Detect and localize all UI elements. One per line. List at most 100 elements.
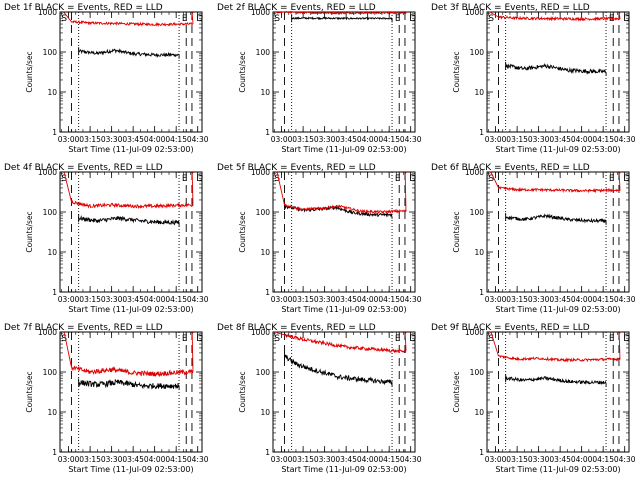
y-tick-label: 1 — [479, 448, 484, 457]
y-axis-label: Counts/sec — [238, 51, 247, 92]
x-tick-label: 04:15 — [378, 295, 400, 304]
x-tick-label: 03:00 — [271, 135, 293, 144]
y-tick-label: 1 — [52, 128, 57, 137]
events-series-line — [284, 204, 393, 219]
panel-title: Det 4f BLACK = Events, RED = LLD — [4, 163, 163, 173]
plot-frame — [272, 11, 416, 133]
det-panel-5: Det 5f BLACK = Events, RED = LLD 1 10 100 10… — [217, 163, 422, 314]
x-tick-label: 04:15 — [165, 455, 187, 464]
x-tick-label: 04:00 — [357, 135, 379, 144]
x-tick-label: 03:00 — [271, 455, 293, 464]
marker-s: S — [488, 14, 494, 24]
y-tick-label: 100 — [256, 208, 271, 217]
y-tick-label: 10 — [474, 248, 484, 257]
y-axis-label: Counts/sec — [238, 211, 247, 252]
lld-series-line — [275, 10, 407, 15]
marker-e: E — [395, 174, 401, 184]
y-tick-label: 1 — [265, 448, 270, 457]
x-tick-label: 04:00 — [144, 135, 166, 144]
marker-d: D — [196, 174, 203, 184]
plot-frame — [272, 331, 416, 453]
x-tick-label: 03:00 — [485, 295, 507, 304]
y-tick-label: 100 — [256, 48, 271, 57]
x-tick-label: 04:30 — [187, 135, 209, 144]
x-tick-label: 04:00 — [571, 455, 593, 464]
lld-series-line — [62, 171, 194, 210]
y-tick-label: 1000 — [38, 328, 57, 337]
x-tick-label: 03:30 — [314, 135, 336, 144]
marker-s: S — [488, 334, 494, 344]
y-tick-label: 1000 — [251, 328, 270, 337]
panel-title: Det 9f BLACK = Events, RED = LLD — [431, 323, 590, 333]
x-axis-label: Start Time (11-Jul-09 02:53:00) — [68, 305, 193, 314]
marker-e: E — [609, 334, 615, 344]
marker-s: S — [61, 14, 67, 24]
x-axis-label: Start Time (11-Jul-09 02:53:00) — [495, 465, 620, 474]
y-axis-label: Counts/sec — [25, 211, 34, 252]
x-tick-label: 03:15 — [79, 295, 101, 304]
x-tick-label: 04:00 — [571, 135, 593, 144]
y-tick-label: 100 — [256, 368, 271, 377]
det-panel-2: Det 2f BLACK = Events, RED = LLD 1 10 100 10… — [217, 3, 422, 154]
x-tick-label: 03:15 — [292, 295, 314, 304]
x-tick-label: 03:30 — [101, 295, 123, 304]
x-tick-label: 03:15 — [506, 295, 528, 304]
y-tick-label: 1000 — [465, 8, 484, 17]
y-tick-label: 1 — [265, 128, 270, 137]
lld-series-line — [489, 171, 621, 194]
det-panel-4: Det 4f BLACK = Events, RED = LLD 1 10 100 10… — [4, 163, 209, 314]
x-tick-label: 03:15 — [292, 455, 314, 464]
y-tick-label: 10 — [260, 248, 270, 257]
marker-d: D — [623, 334, 630, 344]
marker-s: S — [274, 174, 280, 184]
x-tick-label: 03:00 — [58, 295, 80, 304]
x-axis-label: Start Time (11-Jul-09 02:53:00) — [281, 145, 406, 154]
marker-d: D — [196, 14, 203, 24]
x-tick-label: 03:45 — [122, 295, 144, 304]
marker-e: E — [395, 334, 401, 344]
y-axis-label: Counts/sec — [25, 371, 34, 412]
x-tick-label: 04:30 — [614, 135, 636, 144]
panel-title: Det 1f BLACK = Events, RED = LLD — [4, 3, 163, 13]
x-axis-label: Start Time (11-Jul-09 02:53:00) — [495, 145, 620, 154]
y-tick-label: 100 — [43, 368, 58, 377]
events-series-line — [78, 378, 180, 390]
marker-e: E — [182, 174, 188, 184]
x-tick-label: 03:15 — [506, 135, 528, 144]
det-panel-8: Det 8f BLACK = Events, RED = LLD 1 10 100 10… — [217, 323, 422, 474]
y-tick-label: 100 — [470, 48, 485, 57]
marker-s: S — [274, 14, 280, 24]
x-tick-label: 03:30 — [314, 455, 336, 464]
marker-d: D — [196, 334, 203, 344]
y-tick-label: 10 — [47, 88, 57, 97]
events-series-line — [78, 48, 180, 59]
y-tick-label: 1000 — [38, 8, 57, 17]
lld-series-line — [275, 171, 407, 215]
y-tick-label: 100 — [43, 208, 58, 217]
x-tick-label: 03:45 — [549, 455, 571, 464]
x-tick-label: 03:45 — [122, 455, 144, 464]
x-tick-label: 04:15 — [592, 455, 614, 464]
x-tick-label: 04:15 — [378, 135, 400, 144]
x-axis-label: Start Time (11-Jul-09 02:53:00) — [68, 145, 193, 154]
y-tick-label: 10 — [47, 408, 57, 417]
x-tick-label: 04:30 — [187, 455, 209, 464]
events-series-line — [505, 375, 607, 387]
x-tick-label: 03:00 — [485, 135, 507, 144]
det-panel-9: Det 9f BLACK = Events, RED = LLD 1 10 100 10… — [431, 323, 636, 474]
x-tick-label: 04:15 — [165, 295, 187, 304]
x-tick-label: 03:00 — [58, 135, 80, 144]
marker-d: D — [409, 174, 416, 184]
panel-title: Det 3f BLACK = Events, RED = LLD — [431, 3, 590, 13]
marker-s: S — [274, 334, 280, 344]
y-axis-label: Counts/sec — [25, 51, 34, 92]
y-axis-label: Counts/sec — [452, 371, 461, 412]
marker-e: E — [395, 14, 401, 24]
panel-title: Det 2f BLACK = Events, RED = LLD — [217, 3, 376, 13]
x-tick-label: 04:15 — [592, 135, 614, 144]
x-tick-label: 03:45 — [122, 135, 144, 144]
x-tick-label: 03:30 — [528, 295, 550, 304]
x-axis-label: Start Time (11-Jul-09 02:53:00) — [281, 465, 406, 474]
x-tick-label: 04:15 — [592, 295, 614, 304]
marker-e: E — [182, 334, 188, 344]
